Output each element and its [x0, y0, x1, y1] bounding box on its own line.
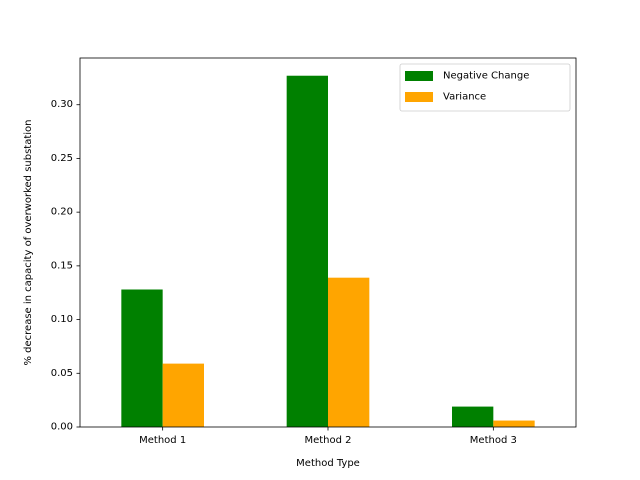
x-tick-label: Method 2: [304, 435, 351, 446]
x-axis-label: Method Type: [296, 458, 360, 469]
legend-swatch: [405, 71, 433, 81]
y-tick-label: 0.20: [51, 207, 73, 218]
bar-variance-3: [493, 420, 535, 427]
x-tick-label: Method 1: [139, 435, 186, 446]
bar-negative-change-1: [121, 289, 163, 427]
y-tick-label: 0.10: [51, 314, 73, 325]
legend-box: [399, 63, 571, 112]
y-axis: 0.00 0.05 0.10 0.15 0.20 0.25 0.30: [51, 99, 80, 433]
legend: Negative Change Variance: [399, 63, 571, 112]
x-axis: Method 1 Method 2 Method 3: [139, 427, 517, 446]
plot-frame: [79, 57, 577, 428]
y-tick-label: 0.15: [51, 260, 73, 271]
y-axis-label: % decrease in capacity of overworked sub…: [23, 119, 34, 365]
legend-label: Negative Change: [443, 71, 529, 82]
y-tick-label: 0.25: [51, 153, 73, 164]
legend-swatch: [405, 92, 433, 102]
bars-group: [121, 75, 535, 428]
x-tick-label: Method 3: [470, 435, 517, 446]
legend-label: Variance: [443, 92, 486, 103]
bar-negative-change-3: [452, 406, 494, 427]
bar-variance-1: [162, 363, 204, 427]
y-tick-label: 0.05: [51, 368, 73, 379]
bar-negative-change-2: [286, 75, 328, 428]
y-tick-label: 0.00: [51, 422, 73, 433]
y-tick-label: 0.30: [51, 99, 73, 110]
bar-variance-2: [328, 277, 370, 427]
